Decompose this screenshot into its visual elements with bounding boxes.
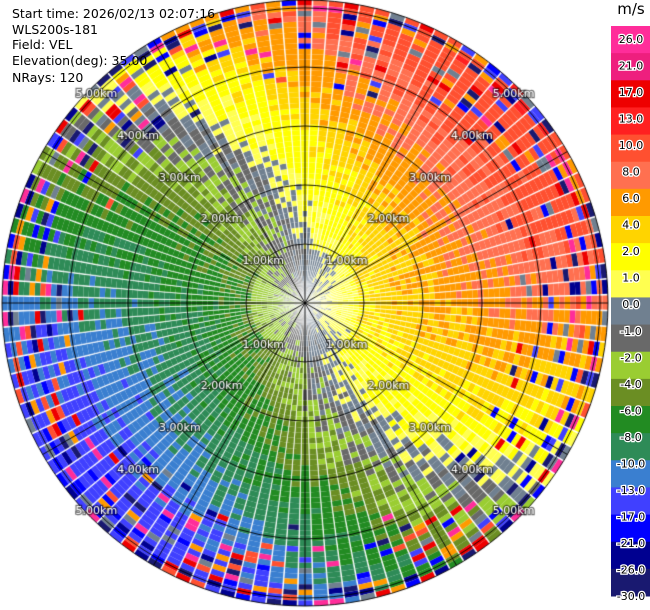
colorbar-segment <box>611 351 650 380</box>
colorbar-tick-label: -1.0 <box>620 325 641 338</box>
colorbar-segment <box>611 161 650 190</box>
colorbar-tick-label: 0.0 <box>622 298 640 311</box>
ppi-velocity-plot <box>0 0 611 610</box>
field-label: Field: VEL <box>12 37 73 52</box>
colorbar-tick-label: -8.0 <box>620 431 641 444</box>
colorbar-tick-label: -2.0 <box>620 351 641 364</box>
colorbar-segment <box>611 216 650 244</box>
colorbar-segment <box>611 53 650 81</box>
colorbar-segment <box>611 514 650 543</box>
colorbar-segment <box>611 487 650 516</box>
colorbar-tick-label: -4.0 <box>620 378 641 391</box>
colorbar-segment <box>611 80 650 108</box>
colorbar-tick-label: 8.0 <box>622 166 640 179</box>
colorbar-tick-label: 10.0 <box>619 139 644 152</box>
colorbar-tick-label: -26.0 <box>617 563 645 576</box>
instrument-label: WLS200s-181 <box>12 22 98 37</box>
colorbar-tick-label: 2.0 <box>622 245 640 258</box>
elevation-label: Elevation(deg): 35.00 <box>12 53 148 68</box>
colorbar-tick-label: -6.0 <box>620 404 641 417</box>
colorbar-tick-label: 6.0 <box>622 192 640 205</box>
colorbar-tick-label: 1.0 <box>622 272 640 285</box>
colorbar-segment <box>611 297 650 326</box>
colorbar-segment <box>611 107 650 136</box>
colorbar-tick-label: -17.0 <box>617 510 645 523</box>
colorbar-tick-label: 26.0 <box>619 33 644 46</box>
colorbar-tick-label: 21.0 <box>619 60 644 73</box>
colorbar-segment <box>611 568 650 597</box>
nrays-label: NRays: 120 <box>12 70 84 85</box>
colorbar-tick-label: 17.0 <box>619 86 644 99</box>
colorbar-tick-label: -13.0 <box>617 484 645 497</box>
colorbar-segment <box>611 270 650 298</box>
colorbar-tick-label: -30.0 <box>617 590 645 603</box>
colorbar-tick-label: -10.0 <box>617 457 645 470</box>
colorbar-segment <box>611 243 650 271</box>
colorbar-segment <box>611 406 650 434</box>
colorbar-segment <box>611 26 650 54</box>
colorbar-segment <box>611 378 650 407</box>
colorbar-segment <box>611 460 650 488</box>
colorbar-segment <box>611 324 650 353</box>
start-time-label: Start time: 2026/02/13 02:07:16 <box>12 6 216 21</box>
colorbar-unit: m/s <box>617 0 645 18</box>
colorbar-tick-label: -21.0 <box>617 537 645 550</box>
colorbar-tick-label: 13.0 <box>619 113 644 126</box>
colorbar-segment <box>611 541 650 570</box>
colorbar: 26.0 21.0 17.0 13.0 10.0 8.0 6.0 4.0 2.0 1.0 0.0 -1… <box>611 26 650 604</box>
colorbar-tick-label: 4.0 <box>622 219 640 232</box>
colorbar-segment <box>611 188 650 217</box>
colorbar-segment <box>611 433 650 461</box>
colorbar-segment <box>611 134 650 163</box>
